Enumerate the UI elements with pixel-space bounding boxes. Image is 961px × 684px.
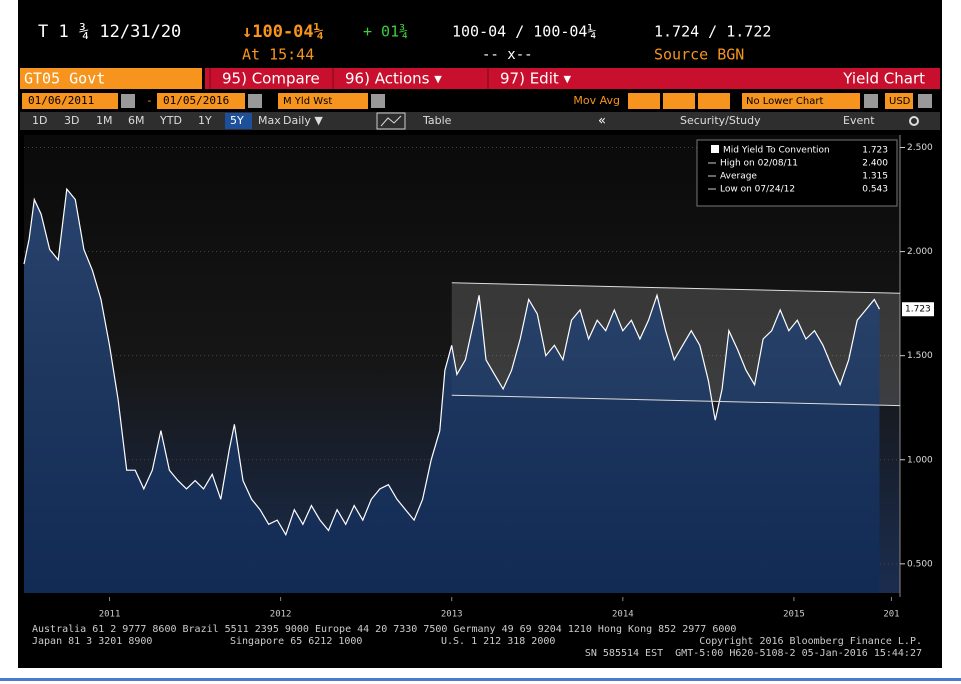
footer-text: U.S. 1 212 318 2000 [441, 636, 555, 647]
content: T 1 ¾ 12/31/20 ↓100-04¼ + 01¾ 100-04 / 100-… [22, 22, 934, 659]
end-date[interactable]: 01/05/2016 [163, 94, 229, 107]
x-tick-label: 2013 [441, 610, 463, 620]
y-tick-label: 1.500 [907, 351, 933, 361]
legend-value: 1.723 [862, 146, 888, 156]
menu-bar [205, 68, 940, 89]
area [24, 189, 880, 593]
change: + 01¾ [363, 23, 408, 41]
period-button[interactable]: 1D [32, 114, 47, 127]
input-box[interactable] [885, 93, 913, 109]
ticker[interactable]: GT05 Govt [24, 70, 105, 88]
input-box[interactable] [371, 94, 385, 108]
start-date[interactable]: 01/06/2011 [28, 94, 94, 107]
input-box[interactable] [663, 93, 695, 109]
channel-line [451, 282, 901, 294]
menu-item[interactable]: 97) Edit ▾ [500, 70, 572, 88]
selected-period [225, 113, 252, 129]
study-button[interactable]: Security/Study [680, 114, 761, 127]
date-separator: - [146, 94, 153, 107]
size: -- x-- [482, 47, 533, 63]
legend-label: Low on 07/24/12 [720, 185, 795, 195]
bid-ask: 100-04 / 100-04¼ [452, 23, 597, 41]
currency[interactable]: USD [889, 96, 911, 107]
x-tick-label: 2011 [99, 610, 121, 620]
menu-item[interactable]: 95) Compare [222, 70, 320, 88]
footer-text: Copyright 2016 Bloomberg Finance L.P. [699, 636, 922, 647]
event-button[interactable]: Event [843, 114, 875, 127]
y-tick-label: 1.000 [907, 455, 933, 465]
footer-text: SN 585514 EST GMT-5:00 H620-5108-2 05-Ja… [585, 648, 922, 659]
mov-avg: Mov Avg [573, 94, 620, 107]
input-box[interactable] [22, 93, 118, 109]
footer-text: Australia 61 2 9777 8600 Brazil 5511 239… [32, 624, 736, 635]
input-box[interactable] [918, 94, 932, 108]
period-button[interactable]: 1M [96, 114, 113, 127]
legend-value: 1.315 [862, 172, 888, 182]
x-tick-label: 2012 [270, 610, 292, 620]
chart-icon[interactable] [376, 112, 406, 130]
channel-line [451, 394, 901, 407]
input-box[interactable] [157, 93, 245, 109]
last-value-tag [902, 302, 934, 317]
legend-value: 0.543 [862, 185, 888, 195]
last-value-label: 1.723 [905, 305, 931, 315]
period-button[interactable]: 6M [128, 114, 145, 127]
lower-chart[interactable]: No Lower Chart [746, 96, 823, 107]
input-box[interactable] [628, 93, 660, 109]
source: Source BGN [654, 46, 744, 64]
period-button[interactable]: 5Y [230, 114, 244, 127]
period-button[interactable]: 3D [64, 114, 79, 127]
function-name: Yield Chart [842, 70, 925, 88]
legend [696, 139, 898, 207]
chart-icon [380, 115, 402, 127]
y-tick-label: 2.000 [907, 247, 933, 257]
y-tick-label: 2.500 [907, 143, 933, 153]
x-tick-label: 2014 [612, 610, 634, 620]
price: ↓100-04¼ [242, 22, 324, 42]
window-border [0, 678, 961, 681]
nav-button[interactable]: « [598, 114, 606, 129]
input-box[interactable] [698, 93, 730, 109]
footer-text: Japan 81 3 3201 8900 [32, 636, 152, 647]
period-button[interactable]: YTD [159, 114, 182, 127]
legend-swatch [711, 145, 719, 153]
period-button[interactable]: Max [258, 114, 281, 127]
input-box[interactable] [121, 94, 135, 108]
x-tick-label: 201 [883, 610, 899, 620]
legend-label: High on 02/08/11 [720, 159, 798, 169]
ticker-box [20, 68, 202, 89]
view-button[interactable]: Table [422, 114, 452, 127]
footer-text: Singapore 65 6212 1000 [230, 636, 362, 647]
legend-label: Mid Yield To Convention [723, 146, 830, 156]
input-box[interactable] [248, 94, 262, 108]
input-box[interactable] [742, 93, 860, 109]
x-tick-label: 2015 [783, 610, 805, 620]
legend-label: Average [720, 172, 757, 182]
time: At 15:44 [242, 46, 314, 64]
input-box[interactable] [278, 93, 368, 109]
frequency[interactable]: Daily ▼ [283, 114, 323, 127]
menu-item[interactable]: 96) Actions ▾ [345, 70, 442, 88]
settings-icon[interactable] [909, 116, 919, 126]
legend-value: 2.400 [862, 159, 888, 169]
period-bar [20, 112, 940, 130]
y-tick-label: 0.500 [907, 559, 933, 569]
input-box[interactable] [864, 94, 878, 108]
line [23, 187, 881, 537]
period-button[interactable]: 1Y [198, 114, 212, 127]
security: T 1 ¾ 12/31/20 [38, 22, 181, 42]
yields: 1.724 / 1.722 [654, 23, 771, 41]
field[interactable]: M Yld Wst [283, 96, 332, 107]
